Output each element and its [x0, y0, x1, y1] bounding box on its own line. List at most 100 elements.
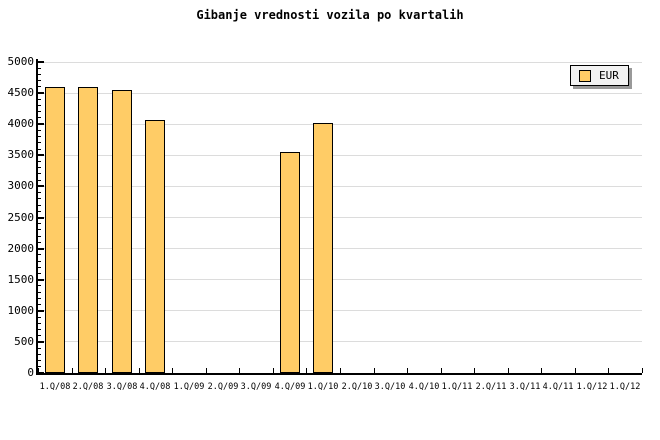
gridline [38, 185, 642, 187]
y-minor-tick [38, 161, 41, 163]
y-minor-tick [38, 297, 41, 299]
x-tick [508, 368, 509, 373]
y-minor-tick [38, 167, 41, 169]
y-minor-tick [38, 117, 41, 119]
x-axis-line [36, 373, 642, 375]
y-minor-tick [38, 304, 41, 306]
x-tick [206, 368, 207, 373]
x-tick-label: 4.Q/08 [139, 382, 171, 392]
x-tick [105, 368, 106, 373]
x-tick-label: 4.Q/10 [408, 382, 440, 392]
x-tick [541, 368, 542, 373]
y-tick-label: 1500 [7, 272, 35, 286]
y-axis-line [36, 59, 38, 375]
y-major-tick [38, 61, 44, 63]
x-tick-label: 2.Q/11 [475, 382, 507, 392]
y-minor-tick [38, 347, 41, 349]
y-minor-tick [38, 148, 41, 150]
y-minor-tick [38, 198, 41, 200]
gridline [38, 341, 642, 343]
gridline [38, 310, 642, 312]
gridline [38, 154, 642, 156]
x-tick-label: 1.Q/09 [173, 382, 205, 392]
y-minor-tick [38, 136, 41, 138]
y-major-tick [38, 278, 44, 281]
x-tick-label: 1.Q/11 [441, 382, 473, 392]
y-minor-tick [38, 366, 41, 368]
x-tick [642, 368, 643, 373]
y-minor-tick [38, 111, 41, 113]
bar [280, 152, 300, 373]
y-minor-tick [38, 335, 41, 337]
gridline [38, 217, 642, 218]
x-tick-label: 2.Q/09 [207, 382, 239, 392]
y-minor-tick [38, 285, 41, 287]
y-minor-tick [38, 192, 41, 194]
x-tick [306, 368, 307, 373]
bar [112, 90, 132, 373]
y-minor-tick [38, 360, 41, 362]
y-minor-tick [38, 73, 41, 75]
y-minor-tick [38, 322, 41, 324]
y-minor-tick [38, 260, 41, 262]
bar [145, 120, 165, 373]
x-tick [273, 368, 274, 373]
x-tick [441, 368, 442, 373]
y-minor-tick [38, 80, 41, 82]
y-minor-tick [38, 204, 41, 206]
legend-swatch-icon [579, 69, 591, 82]
x-tick-label: 1.Q/12 [576, 382, 608, 392]
y-tick-label: 0 [27, 366, 34, 379]
x-tick-label: 1.Q/10 [307, 382, 339, 392]
gridline [38, 279, 642, 281]
bar [313, 123, 333, 373]
y-major-tick [38, 185, 44, 188]
x-tick-label: 3.Q/11 [509, 382, 541, 392]
y-tick-label: 4000 [7, 117, 35, 131]
y-minor-tick [38, 254, 41, 256]
y-minor-tick [38, 316, 41, 318]
y-major-tick [38, 154, 44, 157]
y-tick-label: 2500 [7, 210, 35, 224]
y-minor-tick [38, 179, 41, 181]
chart-title: Gibanje vrednosti vozila po kvartalih [196, 8, 464, 22]
y-minor-tick [38, 67, 41, 69]
gridline [38, 123, 642, 125]
y-minor-tick [38, 129, 41, 131]
x-tick-label: 1.Q/08 [39, 382, 71, 392]
y-major-tick [38, 247, 44, 250]
x-tick [172, 368, 173, 373]
x-tick [72, 368, 73, 373]
y-minor-tick [38, 241, 41, 243]
x-tick [374, 368, 375, 373]
x-tick-label: 3.Q/10 [374, 382, 406, 392]
y-minor-tick [38, 328, 41, 330]
y-tick-label: 1000 [7, 303, 35, 317]
gridline [38, 61, 642, 63]
x-tick [575, 368, 576, 373]
x-tick-label: 2.Q/10 [341, 382, 373, 392]
y-tick-label: 3000 [7, 179, 35, 193]
x-tick [38, 368, 39, 373]
x-tick-label: 4.Q/11 [542, 382, 574, 392]
x-tick [474, 368, 475, 373]
x-tick [608, 368, 609, 373]
x-tick-label: 2.Q/08 [72, 382, 104, 392]
y-tick-label: 2000 [7, 241, 35, 255]
y-tick-label: 500 [14, 334, 34, 348]
y-minor-tick [38, 272, 41, 274]
x-tick-label: 1.Q/12 [609, 382, 641, 392]
y-minor-tick [38, 86, 41, 88]
legend-box: EUR [570, 65, 629, 86]
x-tick [407, 368, 408, 373]
y-major-tick [38, 123, 44, 126]
x-tick-label: 4.Q/09 [274, 382, 306, 392]
x-tick [139, 368, 140, 373]
y-tick-label: 4500 [7, 86, 35, 100]
y-minor-tick [38, 291, 41, 293]
x-tick [340, 368, 341, 373]
y-tick-label: 5000 [7, 55, 35, 68]
y-major-tick [38, 340, 44, 343]
gridline [38, 92, 642, 94]
